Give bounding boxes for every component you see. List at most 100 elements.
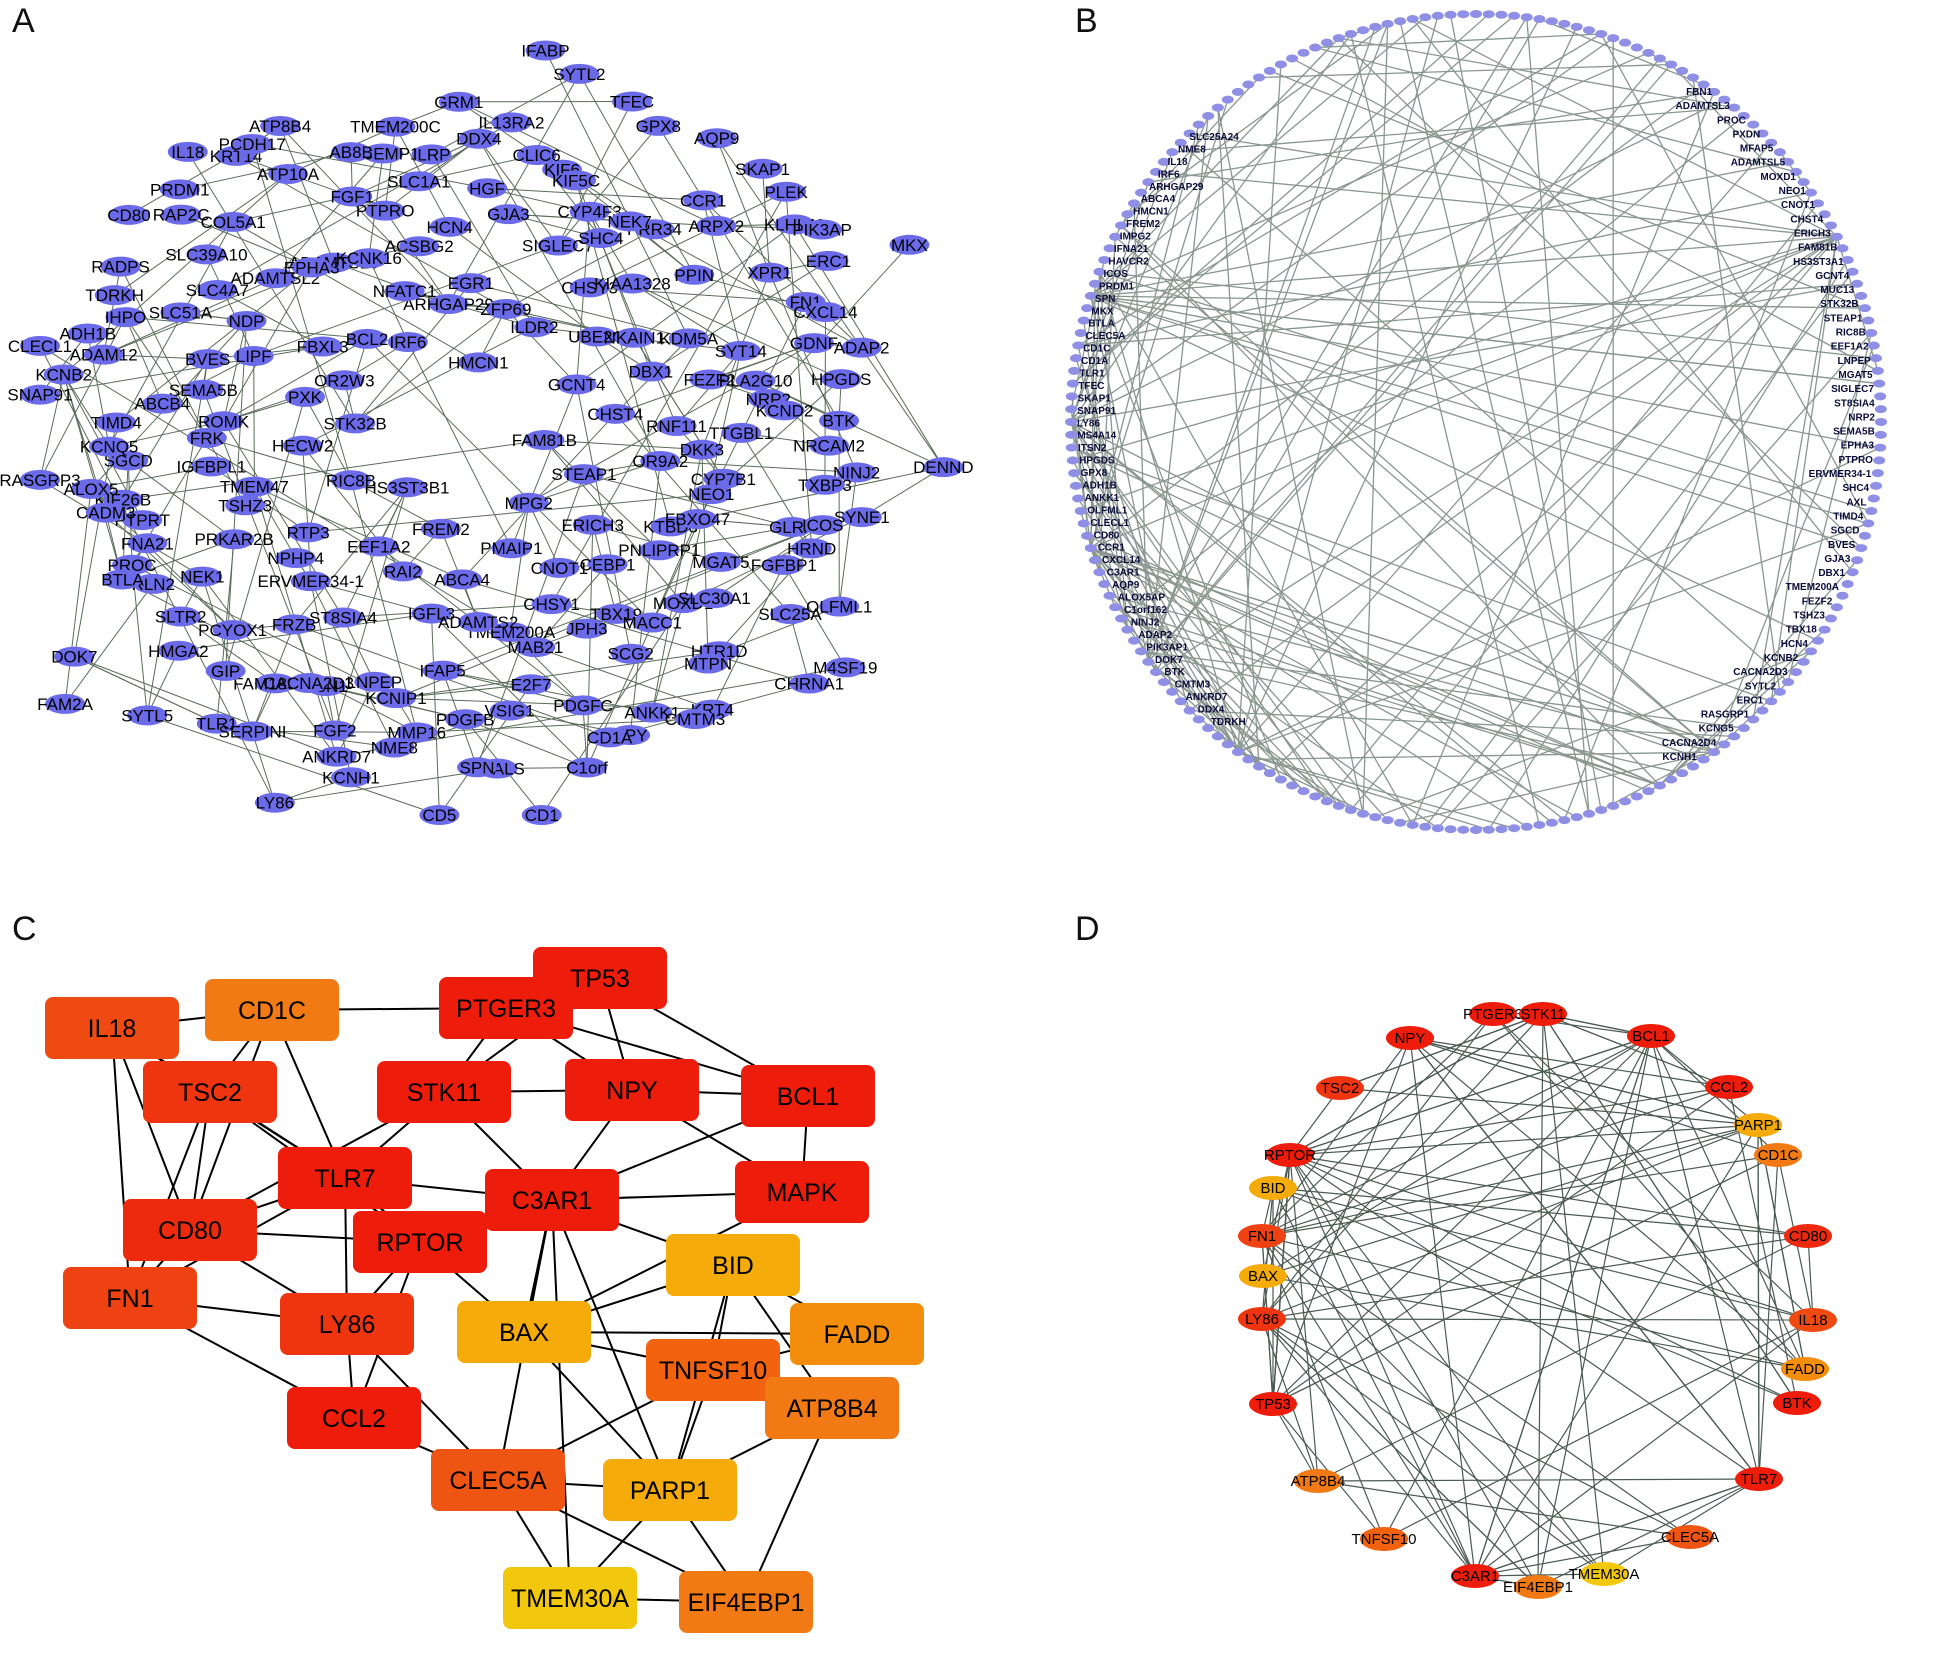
gene-label: NME8: [1178, 144, 1206, 155]
node-ellipse: [411, 144, 452, 165]
gene-label: KCND2: [756, 401, 814, 420]
gene-label: SNAP91: [7, 386, 72, 405]
edge: [275, 153, 384, 279]
gene-label: HMCN1: [448, 353, 508, 372]
gene-node: ABCB4: [134, 393, 190, 414]
node-ellipse: [1192, 120, 1205, 129]
gene-node: FAM2A: [37, 693, 94, 714]
node-ellipse: [1773, 1391, 1821, 1415]
gene-label: CACNA2D3: [1733, 667, 1788, 678]
gene-label: PTPRO: [1839, 455, 1874, 466]
node-ellipse: [1419, 822, 1432, 831]
hub-gene-node: LY86: [280, 1293, 414, 1355]
gene-label: PCDH17: [219, 135, 286, 154]
gene-label: UBE2O: [568, 327, 626, 346]
gene-label: C1orf162: [1124, 605, 1167, 616]
edge: [1090, 547, 1578, 818]
gene-node: ERVMER34-1: [257, 571, 364, 592]
edge: [302, 445, 309, 533]
edge: [1375, 650, 1812, 818]
gene-node: COL5A1: [201, 211, 266, 232]
gene-label: FAM81B: [512, 431, 577, 450]
gene-label: CACNA2D3: [263, 674, 354, 693]
edge: [109, 420, 224, 448]
gene-label: ADAMTSL3: [1676, 101, 1731, 112]
gene-label: SGCD: [104, 452, 153, 471]
gene-node: XPR1: [747, 262, 792, 283]
gene-node: GCNT4: [548, 374, 605, 395]
node-ellipse: [576, 326, 617, 347]
node-ellipse: [1320, 38, 1333, 47]
node-ellipse: [45, 693, 86, 714]
gene-node: GJA3: [487, 204, 530, 225]
gene-label: FREM2: [412, 520, 470, 539]
node-ellipse: [203, 411, 244, 432]
node-ellipse: [1708, 748, 1721, 757]
gene-label: C1orf: [566, 759, 608, 778]
node-ellipse: [1818, 625, 1831, 634]
node-ellipse: [1369, 22, 1382, 31]
gene-label: RASGRP1: [1701, 710, 1750, 721]
gene-label: ADH1B: [59, 324, 116, 343]
node-ellipse: [1781, 1357, 1829, 1381]
edge: [1090, 295, 1881, 449]
edge: [1133, 203, 1149, 662]
gene-label: CD80: [158, 1217, 222, 1245]
gene-label: STK32B: [1820, 299, 1858, 310]
node-ellipse: [1469, 1002, 1517, 1026]
node-ellipse: [1873, 456, 1886, 465]
gene-label: HMCN1: [1133, 207, 1169, 218]
gene-label: IL18: [1168, 157, 1188, 168]
edge: [1317, 1235, 1809, 1482]
gene-node: SLC4A7: [186, 279, 249, 300]
node-ellipse: [1088, 279, 1101, 288]
node-ellipse: [232, 721, 273, 742]
gene-label: TSC2: [178, 1079, 242, 1107]
gene-label: SLTR2: [155, 608, 207, 627]
node-ellipse: [375, 116, 416, 137]
gene-label: FADD: [824, 1321, 891, 1349]
panel-a-nodes: FAM81B HS3ST3B1 HMCN1 MPG2 STK32B GCNT4 FREM2 I…: [0, 40, 974, 825]
hub-gene-node: CCL2: [287, 1387, 421, 1449]
edge: [114, 173, 289, 296]
edge: [1492, 1013, 1806, 1370]
node-ellipse: [1098, 255, 1111, 264]
hub-gene-node: IL18: [45, 997, 179, 1059]
gene-node: OLFML1: [806, 596, 872, 617]
node-ellipse: [1381, 19, 1394, 28]
edge: [1262, 1124, 1759, 1277]
edge: [384, 210, 449, 305]
gene-node: IL18: [167, 141, 208, 162]
gene-label: ICOS: [802, 516, 844, 535]
gene-label: MAB21: [507, 638, 563, 657]
node-ellipse: [521, 805, 562, 825]
gene-node: ABCA4: [434, 569, 490, 590]
edge: [1090, 161, 1789, 297]
gene-node: CNOT1: [531, 557, 588, 578]
gene-label: GJA3: [1824, 554, 1851, 565]
gene-label: OLFML1: [806, 597, 872, 616]
gene-node: SYTL2: [553, 63, 605, 84]
gene-node: CLIC6: [513, 145, 561, 166]
gene-node: JPH3: [566, 618, 608, 639]
edge: [1752, 236, 1838, 720]
gene-node: NKAIN1: [604, 327, 665, 348]
edge: [1261, 1318, 1691, 1538]
node-ellipse: [1708, 87, 1721, 96]
gene-label: FEZF2: [683, 370, 735, 389]
gene-node: CEBP1: [580, 554, 635, 575]
gene-node: HS3ST3B1: [364, 477, 450, 498]
gene-label: HS3ST3A1: [1793, 257, 1844, 268]
gene-node: C1orf: [566, 757, 608, 778]
edge: [478, 138, 559, 246]
node-ellipse: [488, 204, 529, 225]
hub-gene-node: TSC2: [143, 1061, 277, 1123]
node-ellipse: [1381, 816, 1394, 825]
gene-label: CD5: [422, 806, 456, 825]
node-ellipse: [675, 709, 716, 730]
node-ellipse: [580, 228, 621, 249]
node-ellipse: [233, 346, 274, 367]
gene-label: AQP9: [1112, 580, 1140, 591]
gene-label: ANKRD7: [302, 748, 371, 767]
edge: [629, 220, 862, 349]
